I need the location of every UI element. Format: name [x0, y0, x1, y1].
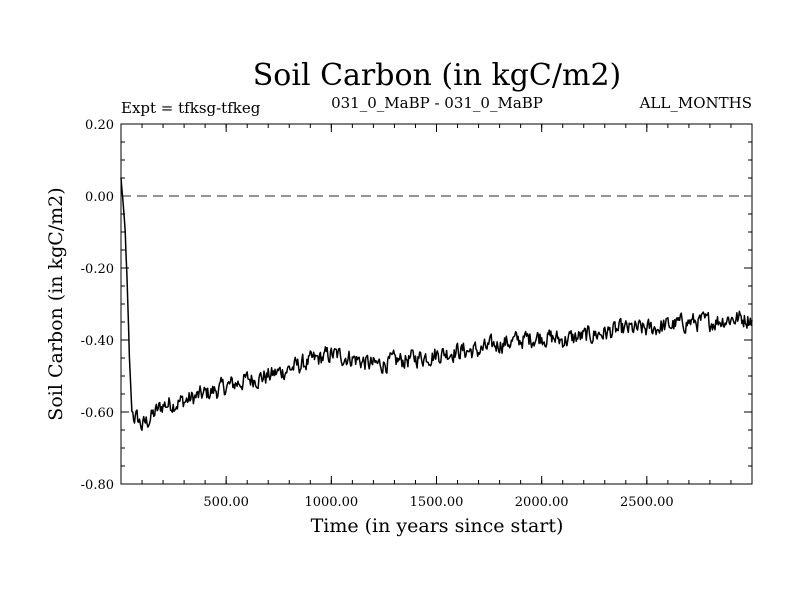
y-tick-label: 0.20	[85, 118, 114, 133]
y-tick-label: 0.00	[85, 190, 114, 205]
x-axis-label: Time (in years since start)	[311, 515, 564, 537]
y-axis-label: Soil Carbon (in kgC/m2)	[45, 187, 67, 420]
x-tick-label: 2500.00	[620, 495, 674, 510]
y-tick-label: -0.20	[81, 262, 114, 277]
months-label: ALL_MONTHS	[639, 94, 752, 112]
experiment-label: Expt = tfksg-tfkeg	[121, 99, 261, 117]
x-axis: 500.00 1000.00 1500.00 2000.00 2500.00	[141, 124, 732, 510]
y-tick-label: -0.80	[81, 478, 114, 493]
y-tick-label: -0.60	[81, 406, 114, 421]
plot-frame	[120, 123, 753, 485]
x-tick-label: 1500.00	[410, 495, 464, 510]
x-tick-label: 2000.00	[515, 495, 569, 510]
y-tick-label: -0.40	[81, 334, 114, 349]
chart-title: Soil Carbon (in kgC/m2)	[253, 58, 621, 93]
y-axis: 0.20 0.00 -0.20 -0.40 -0.60 -0.80	[81, 118, 752, 493]
period-label: 031_0_MaBP - 031_0_MaBP	[331, 94, 543, 112]
x-tick-label: 1000.00	[304, 495, 358, 510]
x-tick-label: 500.00	[203, 495, 249, 510]
soil-carbon-series-line	[120, 177, 753, 431]
